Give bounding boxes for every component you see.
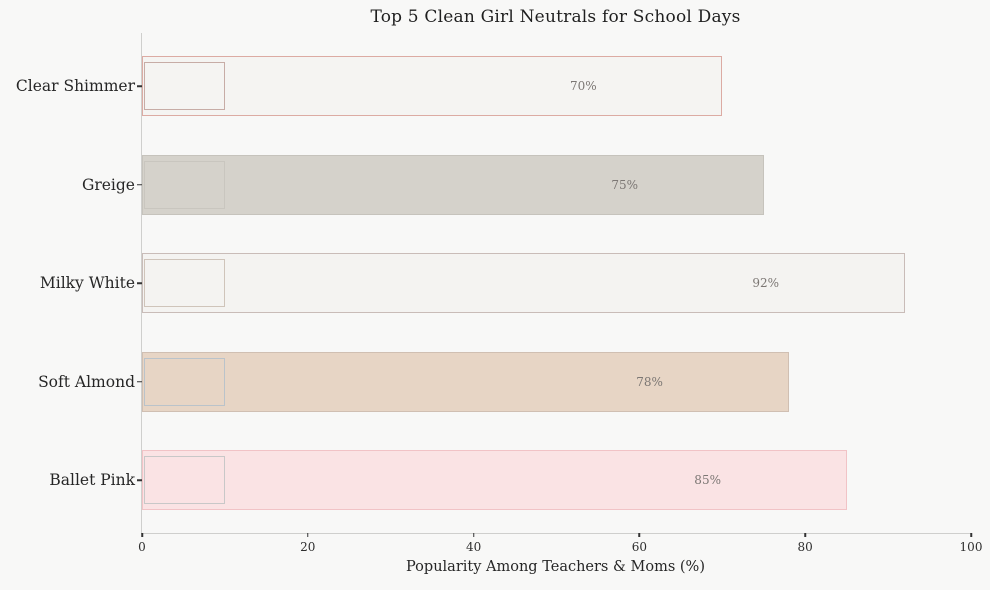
bar-inner-swatch bbox=[144, 456, 225, 504]
bar-value-label: 75% bbox=[611, 177, 639, 192]
bar-milky-white: 92% bbox=[142, 253, 905, 313]
bar-ballet-pink: 85% bbox=[142, 450, 847, 510]
category-label: Ballet Pink bbox=[49, 471, 135, 489]
x-tick-label: 80 bbox=[797, 540, 813, 554]
bar-inner-swatch bbox=[144, 160, 225, 209]
y-tick-mark bbox=[137, 85, 142, 87]
y-tick-mark bbox=[137, 282, 142, 284]
x-tick-mark bbox=[638, 533, 641, 537]
bar-value-label: 70% bbox=[569, 79, 597, 93]
x-axis-label: Popularity Among Teachers & Moms (%) bbox=[406, 559, 705, 575]
plot-area: 70% Clear Shimmer 75% Greige 92% Milky White 7… bbox=[16, 33, 982, 554]
y-tick-mark bbox=[137, 380, 142, 383]
x-tick-label: 60 bbox=[631, 540, 648, 554]
category-label: Greige bbox=[81, 175, 135, 194]
bar-value-label: 85% bbox=[694, 473, 721, 487]
chart-title: Top 5 Clean Girl Neutrals for School Day… bbox=[370, 7, 741, 27]
bar-inner-swatch bbox=[144, 357, 225, 406]
y-tick-mark bbox=[137, 183, 142, 186]
bar-value-label: 92% bbox=[752, 276, 780, 290]
bar-greige: 75% bbox=[142, 154, 764, 215]
x-tick-mark bbox=[141, 533, 143, 537]
x-tick-label: 100 bbox=[959, 540, 983, 554]
bar-inner-swatch bbox=[144, 259, 225, 307]
y-tick-mark bbox=[137, 479, 142, 481]
bar-value-label: 78% bbox=[636, 374, 663, 389]
x-tick-mark bbox=[472, 533, 475, 537]
x-tick-mark bbox=[804, 533, 806, 537]
bar-inner-swatch bbox=[144, 62, 225, 110]
x-tick-label: 20 bbox=[300, 540, 316, 554]
x-tick-mark bbox=[970, 533, 972, 537]
category-label: Clear Shimmer bbox=[15, 77, 135, 95]
x-tick-mark bbox=[307, 533, 309, 537]
category-label: Milky White bbox=[39, 274, 135, 292]
bar-clear-shimmer: 70% bbox=[142, 56, 723, 116]
x-tick-label: 40 bbox=[465, 540, 482, 554]
x-tick-label: 0 bbox=[138, 540, 146, 554]
bar-soft-almond: 78% bbox=[142, 351, 789, 412]
category-label: Soft Almond bbox=[38, 372, 135, 391]
